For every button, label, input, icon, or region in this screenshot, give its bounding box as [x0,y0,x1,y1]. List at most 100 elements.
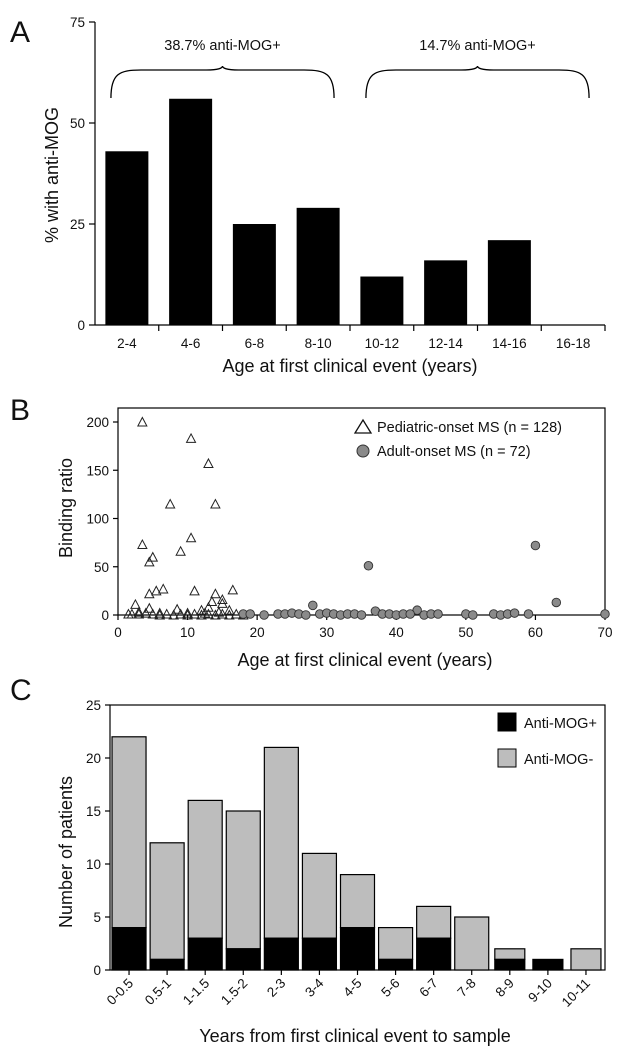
pediatric-point [130,598,141,609]
panel-a-x-tick-label: 16-18 [556,336,591,351]
panel-a-bar [232,224,276,325]
panel-b-legend: Pediatric-onset MS (n = 128) Adult-onset… [353,418,562,460]
pediatric-point [213,606,225,617]
panel-a-bar-chart: 0 25 50 75 2-4 4-6 6-8 8-10 10-12 12-14 14-16 16-18… [42,15,606,376]
panel-c-x-tick-label: 6-7 [416,976,440,1000]
pediatric-point [147,551,159,562]
pediatric-point [161,608,173,619]
adult-point [523,609,534,619]
panel-a-bar [169,98,213,325]
panel-a-y-tick-label: 75 [70,15,85,30]
panel-letter-c: C [10,674,32,707]
panel-c-y-tick-label: 15 [86,804,101,819]
panel-b-axes: 0 50 100 150 200 0 10 20 30 40 50 60 70 [86,407,613,640]
panel-b-x-tick-label: 20 [250,625,265,640]
panel-a-x-tick-label: 10-12 [365,336,400,351]
panel-a-y-tick-label: 50 [70,116,85,131]
pediatric-point [140,607,152,618]
pediatric-point [182,609,193,620]
panel-a-braces: 38.7% anti-MOG+ 14.7% anti-MOG+ [110,38,590,99]
pediatric-point [185,432,197,443]
pediatric-point [185,532,197,543]
panel-c-x-tick-label: 1-1.5 [180,976,212,1008]
anti-mog-neg-bar [187,799,223,939]
panel-c-x-tick-label: 10-11 [559,976,593,1010]
panel-c-y-tick-label: 10 [86,857,101,872]
pediatric-point [143,602,155,613]
panel-c-x-tick-label: 8-9 [493,976,517,1000]
adult-point [301,610,311,620]
brace-label-early: 38.7% anti-MOG+ [164,38,280,54]
panel-b-x-tick-label: 10 [180,625,195,640]
anti-mog-neg-bar [339,873,376,929]
pediatric-point [157,583,169,594]
panel-b-y-tick-label: 50 [94,560,109,575]
panel-a-x-tick-label: 2-4 [117,336,137,351]
anti-mog-pos-bar [494,958,526,971]
adult-point [600,609,610,619]
anti-mog-pos-bar [416,937,452,971]
legend-label-anti-mog-neg: Anti-MOG- [524,752,593,768]
panel-c-x-tick-label: 7-8 [454,976,478,1000]
legend-swatch-anti-mog-pos [497,712,517,732]
panel-b-x-tick-label: 60 [528,625,543,640]
legend-circle-marker [356,444,370,458]
pediatric-point [175,545,186,556]
anti-mog-neg-bar [377,926,414,960]
pediatric-point [154,609,166,620]
anti-mog-pos-bar [263,937,299,971]
adult-point [259,610,269,620]
adult-point [405,609,415,619]
anti-mog-neg-bar [454,916,490,971]
pediatric-point [203,608,214,619]
pediatric-point [147,608,159,619]
adult-point [245,609,255,619]
adult-point [509,608,520,618]
adult-point [363,561,374,571]
pediatric-point [203,601,214,612]
anti-mog-pos-bar [339,926,376,971]
panel-c-ylabel: Number of patients [56,776,76,928]
panel-c-legend: Anti-MOG+ Anti-MOG- [497,712,597,768]
panel-b-points [123,416,610,620]
anti-mog-neg-bar [494,948,526,960]
panel-b-ylabel: Binding ratio [56,458,76,558]
pediatric-point [137,538,148,550]
pediatric-point [217,608,228,619]
panel-b-x-tick-label: 40 [389,625,404,640]
pediatric-point [175,608,186,619]
panel-b-frame [117,407,606,616]
anti-mog-pos-bar [225,948,261,971]
panel-b-scatter-chart: 0 50 100 150 200 0 10 20 30 40 50 60 70 Pediatric-on… [56,407,613,670]
anti-mog-neg-bar [149,842,185,960]
pediatric-point [182,607,193,618]
pediatric-point [223,609,235,620]
pediatric-point [133,606,145,617]
panel-a-bar [105,151,149,325]
pediatric-point [227,584,239,595]
brace-label-late: 14.7% anti-MOG+ [419,38,535,54]
panel-b-y-tick-label: 150 [86,463,109,478]
anti-mog-pos-bar [111,926,147,971]
anti-mog-pos-bar [187,937,223,971]
panel-a-brace [110,65,335,99]
panel-a-bar [360,276,404,325]
panel-a-x-tick-label: 8-10 [305,336,332,351]
anti-mog-neg-bar [111,736,147,929]
pediatric-point [217,597,228,608]
panel-c-y-tick-label: 5 [93,910,101,925]
panel-c-xlabel: Years from first clinical event to sampl… [199,1026,510,1046]
pediatric-point [171,603,183,614]
pediatric-point [164,498,176,509]
panel-b-x-tick-label: 70 [597,625,612,640]
panel-c-x-tick-label: 2-3 [264,976,288,1000]
pediatric-point [133,608,145,619]
panel-c-x-tick-label: 0-0.5 [104,976,136,1008]
panel-a-brace [365,65,590,99]
panel-c-x-tick-label: 0.5-1 [142,976,174,1008]
pediatric-point [206,595,218,606]
pediatric-point [189,608,200,619]
pediatric-point [217,593,228,605]
anti-mog-neg-bar [416,905,452,939]
